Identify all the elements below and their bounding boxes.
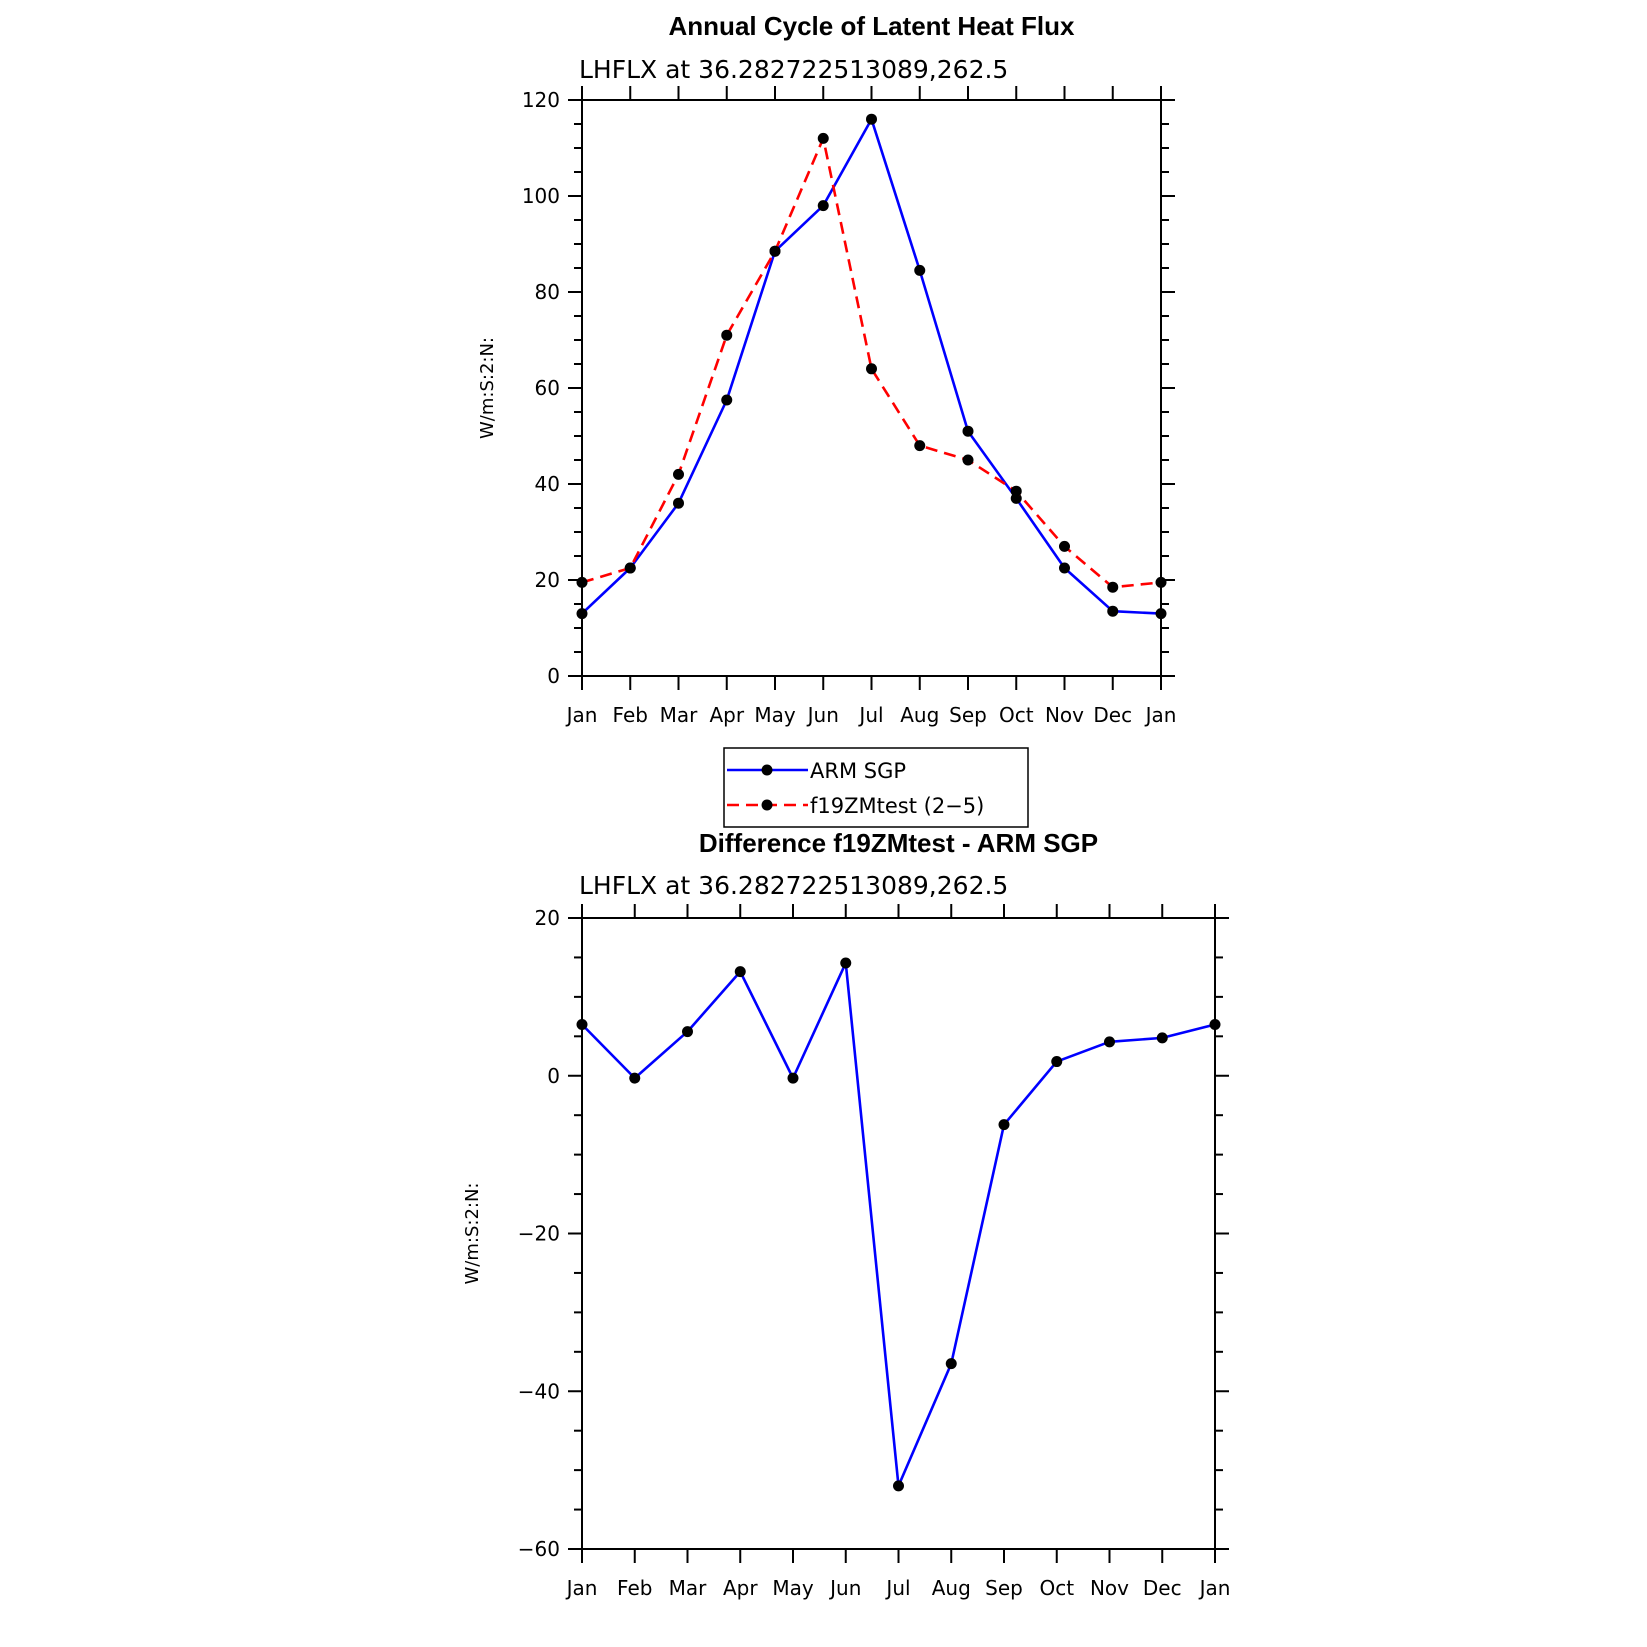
chart1-series-1-point bbox=[721, 394, 733, 406]
chart2-ylabel: W/m:S:2:N: bbox=[462, 1183, 483, 1285]
chart1-series-2-point bbox=[624, 562, 636, 574]
chart1-series-1-point bbox=[866, 113, 877, 125]
chart2-xtick-label: Apr bbox=[723, 1576, 758, 1600]
chart1-xtick-label: Feb bbox=[613, 703, 648, 727]
chart1-series-2-point bbox=[769, 245, 781, 257]
chart1-xtick-label: Jan bbox=[1144, 703, 1177, 727]
chart1-xtick-label: Jul bbox=[857, 703, 883, 727]
chart1-series-2-point bbox=[1155, 576, 1167, 588]
chart1-title: Annual Cycle of Latent Heat Flux bbox=[669, 11, 1075, 41]
chart1-ytick-label: 20 bbox=[535, 568, 560, 592]
chart2-xtick-label: Mar bbox=[669, 1576, 708, 1600]
chart1-legend-swatch-marker bbox=[761, 799, 773, 811]
chart2-xtick-label: Dec bbox=[1143, 1576, 1182, 1600]
chart2-xtick-label: Jun bbox=[828, 1576, 861, 1600]
chart1-series-2-point bbox=[1010, 485, 1022, 497]
chart2-xtick-label: May bbox=[772, 1576, 814, 1600]
chart2-xtick-label: Oct bbox=[1039, 1576, 1074, 1600]
chart2-series-1-point bbox=[682, 1026, 693, 1038]
chart2-ytick-label: −20 bbox=[518, 1222, 560, 1246]
chart2-series-1-point bbox=[629, 1072, 641, 1084]
chart2-series-1-point bbox=[1051, 1056, 1063, 1068]
chart1-series-line-2 bbox=[581, 137, 1162, 589]
chart2-xtick-label: Feb bbox=[617, 1576, 652, 1600]
chart2-xtick-label: Jul bbox=[884, 1576, 910, 1600]
chart1-ytick-label: 0 bbox=[547, 664, 560, 688]
chart1-ytick-label: 60 bbox=[535, 376, 560, 400]
chart1-series-2-point bbox=[962, 454, 974, 466]
chart1-series-1-point bbox=[1155, 608, 1167, 620]
chart1-subtitle: LHFLX at 36.282722513089,262.5 bbox=[579, 55, 1008, 84]
chart1-xtick-label: Dec bbox=[1093, 703, 1132, 727]
chart2-plot-frame bbox=[581, 917, 1216, 1550]
chart2-xtick-label: Jan bbox=[1198, 1576, 1231, 1600]
chart2-ytick-label: 20 bbox=[535, 906, 560, 930]
chart2-series-1-point bbox=[840, 957, 852, 969]
chart2-subtitle: LHFLX at 36.282722513089,262.5 bbox=[579, 871, 1008, 900]
chart2-ytick-label: −60 bbox=[518, 1537, 560, 1561]
chart1: Annual Cycle of Latent Heat Flux LHFLX at… bbox=[477, 11, 1177, 828]
chart2-xtick-label: Jan bbox=[565, 1576, 598, 1600]
chart2-series-1-point bbox=[576, 1018, 588, 1030]
chart1-legend-box bbox=[723, 747, 1029, 828]
chart2-series-1-point bbox=[945, 1358, 957, 1370]
chart1-xtick-label: Mar bbox=[660, 703, 699, 727]
chart1-series-2-point bbox=[866, 363, 877, 375]
chart1-ytick-label: 100 bbox=[522, 184, 560, 208]
chart2-ytick-label: −40 bbox=[518, 1379, 560, 1403]
chart1-legend-entry: ARM SGP bbox=[810, 759, 906, 783]
chart2-series-1-point bbox=[1156, 1032, 1168, 1044]
chart1-series-2-point bbox=[1059, 540, 1070, 552]
chart1-series-1-point bbox=[576, 608, 588, 620]
chart1-series-1-point bbox=[673, 497, 684, 509]
chart2-series-line-1 bbox=[581, 961, 1216, 1488]
chart1-xtick-label: Jun bbox=[806, 703, 839, 727]
chart2: Difference f19ZMtest - ARM SGP LHFLX at 3… bbox=[462, 828, 1230, 1600]
chart1-xtick-label: May bbox=[754, 703, 796, 727]
chart1-series-1-point bbox=[1059, 562, 1070, 574]
chart1-ytick-label: 80 bbox=[535, 280, 560, 304]
chart2-series-1-point bbox=[734, 966, 746, 978]
chart2-series-1-point bbox=[1104, 1036, 1115, 1048]
chart1-ylabel: W/m:S:2:N: bbox=[477, 337, 498, 439]
chart1-legend-swatch-marker bbox=[761, 764, 773, 776]
chart1-series-2-point bbox=[914, 440, 926, 452]
chart1-series-1-point bbox=[914, 264, 926, 276]
chart1-xtick-label: Nov bbox=[1045, 703, 1084, 727]
chart1-ytick-label: 120 bbox=[522, 88, 560, 112]
chart1-xtick-label: Aug bbox=[900, 703, 939, 727]
chart1-series-2-point bbox=[721, 329, 733, 341]
chart2-xtick-label: Nov bbox=[1090, 1576, 1129, 1600]
chart1-legend-entry: f19ZMtest (2−5) bbox=[810, 794, 984, 818]
chart1-series-1-point bbox=[962, 425, 974, 437]
chart2-series-1-point bbox=[998, 1119, 1010, 1131]
chart2-title: Difference f19ZMtest - ARM SGP bbox=[699, 828, 1098, 858]
chart2-xtick-label: Sep bbox=[985, 1576, 1023, 1600]
chart1-plot-frame bbox=[581, 99, 1162, 677]
chart1-xtick-label: Jan bbox=[565, 703, 598, 727]
chart2-xtick-label: Aug bbox=[932, 1576, 971, 1600]
chart2-ytick-label: 0 bbox=[547, 1064, 560, 1088]
chart1-series-2-point bbox=[1107, 581, 1119, 593]
chart2-series-1-point bbox=[787, 1072, 799, 1084]
chart1-series-1-point bbox=[817, 200, 829, 212]
chart1-xtick-label: Apr bbox=[709, 703, 744, 727]
chart1-xtick-label: Sep bbox=[949, 703, 987, 727]
chart1-series-2-point bbox=[576, 576, 588, 588]
chart1-xtick-label: Oct bbox=[999, 703, 1034, 727]
chart1-series-2-point bbox=[817, 132, 829, 144]
chart2-series-1-point bbox=[893, 1480, 904, 1492]
chart2-series-1-point bbox=[1209, 1018, 1221, 1030]
chart1-ytick-label: 40 bbox=[535, 472, 560, 496]
chart1-series-1-point bbox=[1107, 605, 1119, 617]
chart1-series-2-point bbox=[673, 468, 684, 480]
